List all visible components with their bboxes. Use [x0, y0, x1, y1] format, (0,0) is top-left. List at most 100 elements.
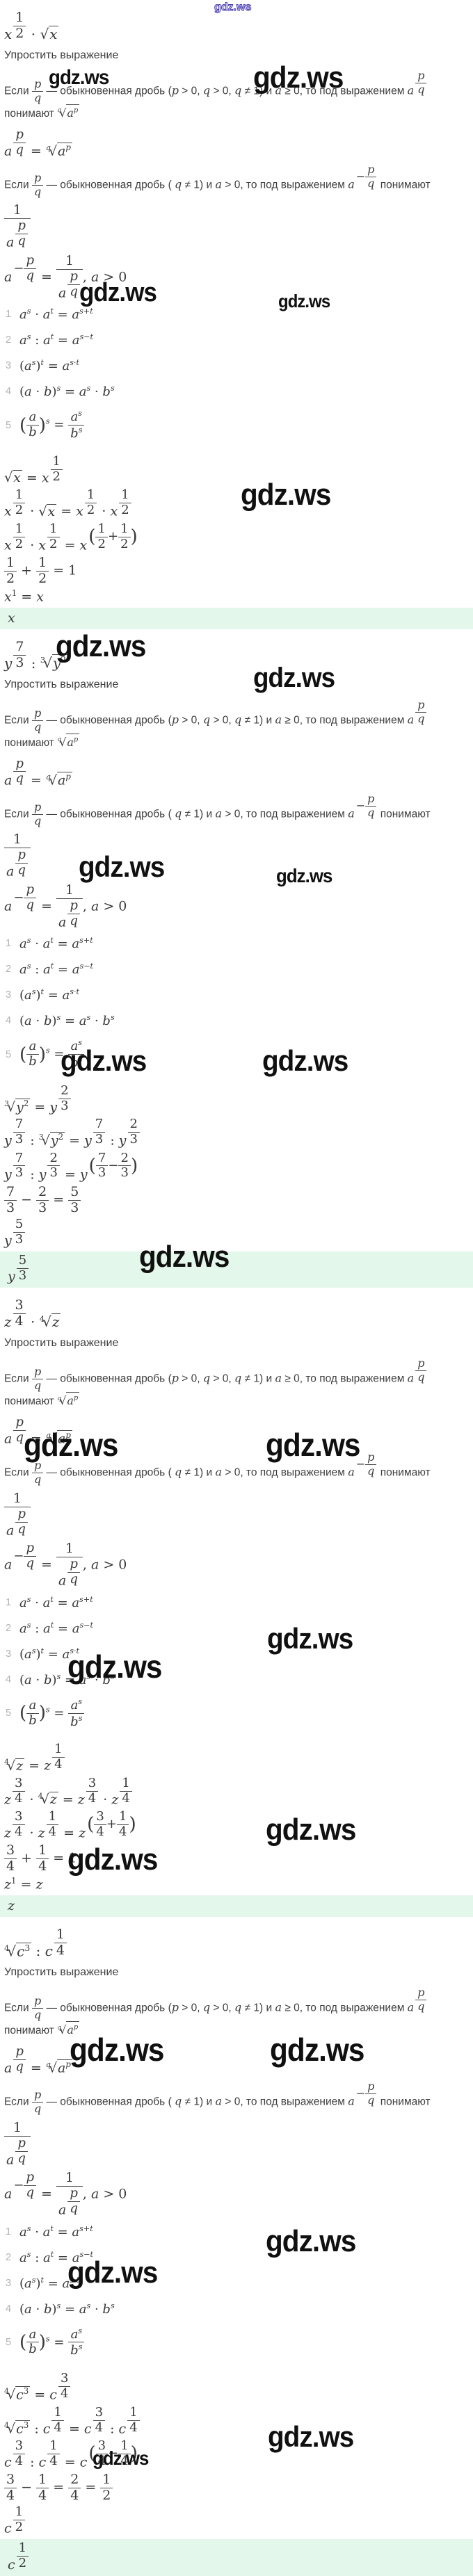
answer-highlight: x [0, 607, 473, 629]
power-rule: 5 (a b)s = as bs [6, 1039, 473, 1070]
rule-number: 1 [6, 2226, 12, 2237]
rule-number: 4 [6, 1674, 12, 1685]
rule-number: 5 [6, 419, 12, 431]
power-rule: 4 (a · b)s = as · bs [6, 384, 473, 399]
power-rule: 3 (as)t = as·t [6, 1646, 473, 1662]
power-rule: 5 (a b)s = as bs [6, 410, 473, 441]
rule-formula: (as)t = as·t [19, 987, 80, 1003]
rule-formula: as · at = as+t [19, 2223, 93, 2239]
rule-number: 1 [6, 938, 12, 950]
rule-formula: (a · b)s = as · bs [19, 2301, 115, 2317]
rule-number: 3 [6, 2277, 12, 2289]
rule-formula: as · at = as+t [19, 936, 93, 952]
answer-expression: x [8, 610, 15, 626]
rule-number: 5 [6, 1708, 12, 1719]
rule-number: 4 [6, 386, 12, 398]
rule-number: 4 [6, 1015, 12, 1027]
power-rule: 4 (a · b)s = as · bs [6, 2301, 473, 2317]
task-label: Упростить выражение [4, 1966, 119, 1979]
rule-number: 3 [6, 1648, 12, 1660]
rule-formula: (a · b)s = as · bs [19, 384, 115, 400]
rule-number: 1 [6, 309, 12, 321]
rule-formula: (as)t = as·t [19, 1646, 80, 1662]
rule-formula: as : at = as−t [19, 1620, 94, 1636]
rule-number: 1 [6, 1596, 12, 1608]
rule-formula: (as)t = as·t [19, 2275, 80, 2291]
rule-formula: (a · b)s = as · bs [19, 1671, 115, 1687]
power-rule: 5 (a b)s = as bs [6, 1697, 473, 1729]
rule-formula: as : at = as−t [19, 332, 94, 348]
power-rule: 1 as · at = as+t [6, 307, 473, 322]
power-rule: 4 (a · b)s = as · bs [6, 1672, 473, 1687]
rule-formula: (as)t = as·t [19, 358, 80, 374]
rule-formula: as · at = as+t [19, 1594, 93, 1610]
rule-number: 2 [6, 2251, 12, 2263]
rule-number: 3 [6, 360, 12, 372]
rule-formula: (a b)s = as bs [19, 1697, 85, 1729]
power-rule: 3 (as)t = as·t [6, 2276, 473, 2291]
power-rule: 1 as · at = as+t [6, 936, 473, 951]
rule-formula: as : at = as−t [19, 962, 94, 978]
power-rules-list: 1 as · at = as+t 2 as : at = as−t 3 (as)t = a… [4, 2224, 473, 2369]
power-rules-list: 1 as · at = as+t 2 as : at = as−t 3 (as)t = a… [4, 1595, 473, 1740]
power-rules-list: 1 as · at = as+t 2 as : at = as−t 3 (as)t = a… [4, 307, 473, 451]
solution-step: z1 = z [4, 1876, 43, 1893]
rule-formula: as · at = as+t [19, 307, 93, 323]
power-rule: 2 as : at = as−t [6, 332, 473, 348]
solution-step: x1 = x [4, 588, 44, 605]
rule-formula: as : at = as−t [19, 2249, 94, 2265]
task-label: Упростить выражение [4, 49, 119, 62]
task-label: Упростить выражение [4, 679, 119, 691]
rule-number: 2 [6, 964, 12, 975]
power-rules-list: 1 as · at = as+t 2 as : at = as−t 3 (as)t = a… [4, 936, 473, 1080]
rule-number: 5 [6, 2336, 12, 2348]
power-rule: 1 as · at = as+t [6, 2224, 473, 2239]
power-rule: 3 (as)t = as·t [6, 358, 473, 373]
rule-formula: (a b)s = as bs [19, 1039, 85, 1070]
